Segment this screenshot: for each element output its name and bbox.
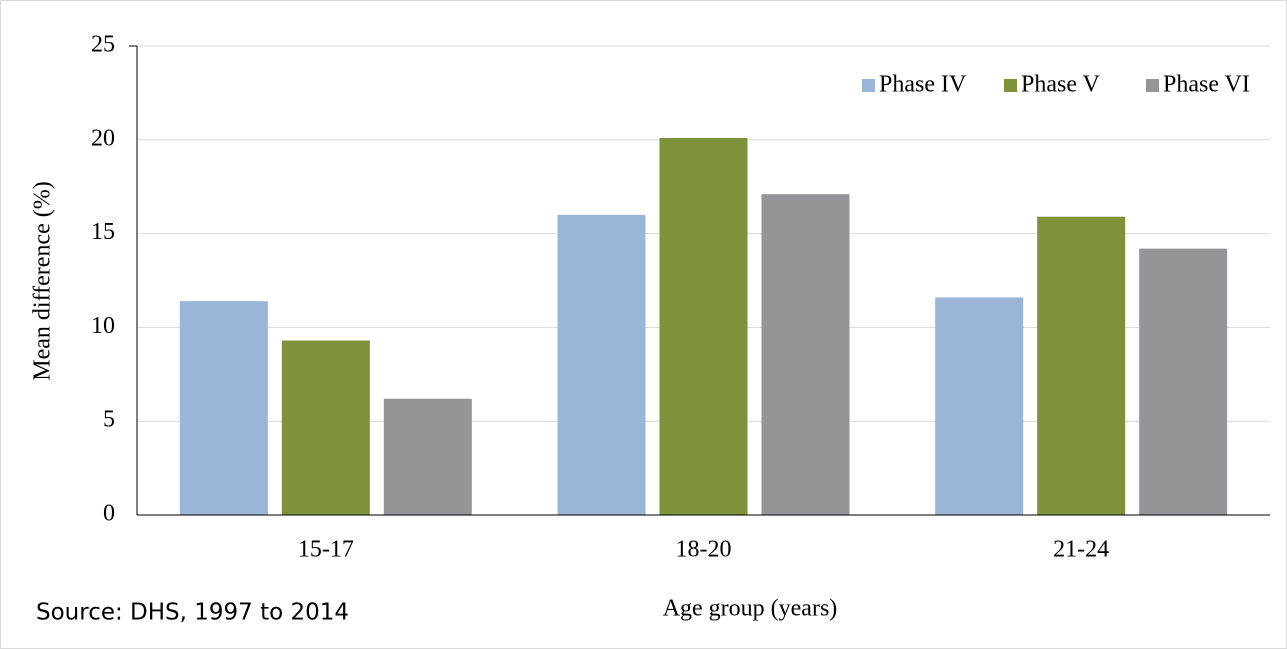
bar (557, 214, 646, 515)
legend-swatch (1004, 79, 1017, 92)
bar (761, 194, 850, 516)
bar (383, 398, 472, 515)
bar (281, 340, 370, 515)
y-tick-label: 20 (91, 125, 115, 151)
y-tick-label: 25 (91, 32, 115, 58)
y-tick-label: 10 (91, 313, 115, 339)
x-axis-label: Age group (years) (663, 596, 838, 622)
legend-swatch (862, 79, 875, 92)
x-tick-label: 18-20 (676, 537, 732, 563)
source-note: Source: DHS, 1997 to 2014 (36, 600, 349, 626)
y-axis-label: Mean difference (%) (30, 181, 56, 380)
bar (935, 297, 1024, 515)
x-tick-label: 21-24 (1053, 537, 1109, 563)
y-tick-label: 5 (103, 407, 115, 433)
bar (659, 137, 748, 515)
legend-label: Phase V (1021, 72, 1101, 98)
x-tick-label: 15-17 (298, 537, 354, 563)
y-tick-label: 0 (103, 501, 115, 527)
bar (1037, 216, 1126, 515)
bar (179, 301, 268, 515)
legend-label: Phase IV (879, 72, 967, 98)
legend-swatch (1146, 79, 1159, 92)
legend-label: Phase VI (1163, 72, 1250, 98)
bar (1139, 248, 1228, 515)
y-tick-label: 15 (91, 219, 115, 245)
